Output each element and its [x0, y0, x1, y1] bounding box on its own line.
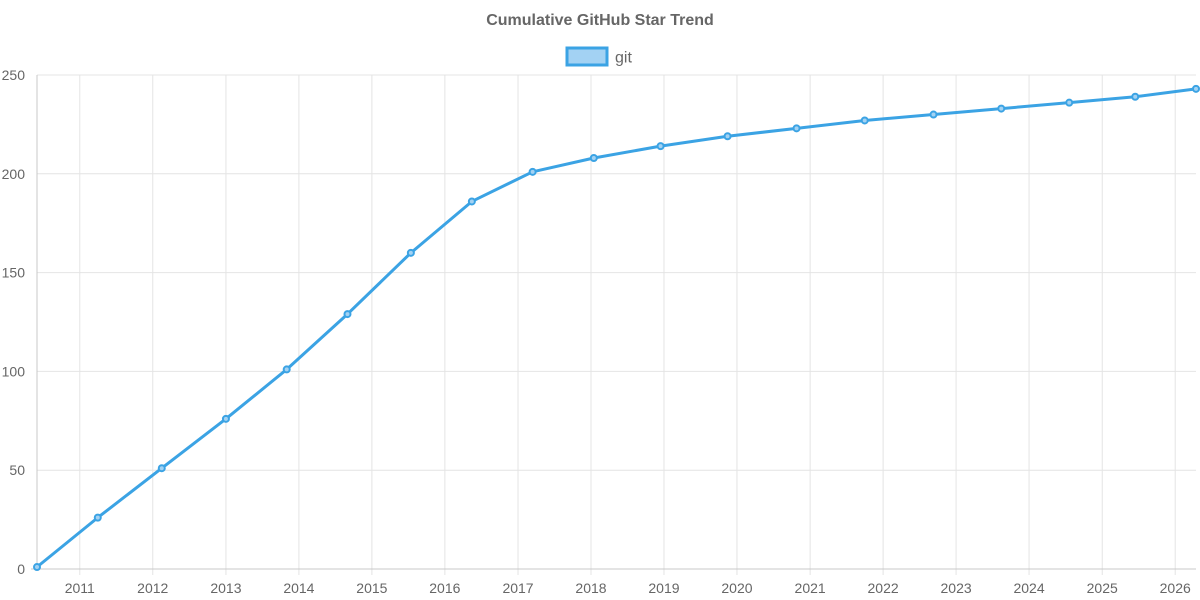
x-tick-label: 2012 [137, 580, 168, 596]
data-point[interactable] [528, 167, 537, 176]
data-point[interactable] [792, 124, 801, 133]
chart-title: Cumulative GitHub Star Trend [486, 12, 714, 29]
grid [37, 74, 1196, 575]
axes [31, 75, 1196, 570]
x-tick-label: 2021 [795, 580, 826, 596]
y-tick-label: 250 [2, 67, 26, 83]
data-point[interactable] [997, 104, 1006, 113]
series-git [33, 84, 1200, 572]
x-tick-label: 2024 [1013, 580, 1044, 596]
data-point[interactable] [406, 248, 415, 257]
x-tick-label: 2020 [721, 580, 752, 596]
data-point[interactable] [1065, 98, 1074, 107]
x-tick-label: 2022 [868, 580, 899, 596]
x-tick-label: 2023 [941, 580, 972, 596]
x-tick-label: 2025 [1087, 580, 1118, 596]
data-point[interactable] [93, 513, 102, 522]
data-point[interactable] [221, 414, 230, 423]
legend[interactable]: git [565, 46, 632, 67]
x-tick-label: 2013 [210, 580, 241, 596]
legend-swatch-git[interactable] [565, 46, 609, 67]
legend-label-git[interactable]: git [615, 50, 632, 67]
y-tick-label: 50 [9, 462, 25, 478]
data-point[interactable] [343, 310, 352, 319]
data-point[interactable] [157, 464, 166, 473]
x-tick-label: 2018 [575, 580, 606, 596]
data-point[interactable] [929, 110, 938, 119]
data-point[interactable] [467, 197, 476, 206]
data-point[interactable] [1131, 92, 1140, 101]
x-tick-label: 2026 [1160, 580, 1191, 596]
data-point[interactable] [723, 132, 732, 141]
x-tick-label: 2016 [429, 580, 460, 596]
series-line-git [35, 87, 1198, 569]
x-tick-label: 2011 [65, 580, 95, 596]
data-point[interactable] [860, 116, 869, 125]
x-tick-label: 2015 [356, 580, 387, 596]
x-tick-label: 2014 [283, 580, 314, 596]
data-point[interactable] [1192, 84, 1200, 93]
x-tick-label: 2019 [648, 580, 679, 596]
x-tick-label: 2017 [502, 580, 533, 596]
y-tick-label: 100 [2, 363, 26, 379]
y-tick-label: 150 [2, 265, 26, 281]
y-tick-label: 0 [17, 561, 25, 577]
tick-labels: 0 50 100 150 200 250 2011 2012 2013 2014 2015 2016 2… [2, 67, 1191, 596]
data-point[interactable] [656, 142, 665, 151]
data-point[interactable] [282, 365, 291, 374]
data-point[interactable] [589, 153, 598, 162]
y-tick-label: 200 [2, 166, 26, 182]
data-point[interactable] [33, 563, 41, 572]
